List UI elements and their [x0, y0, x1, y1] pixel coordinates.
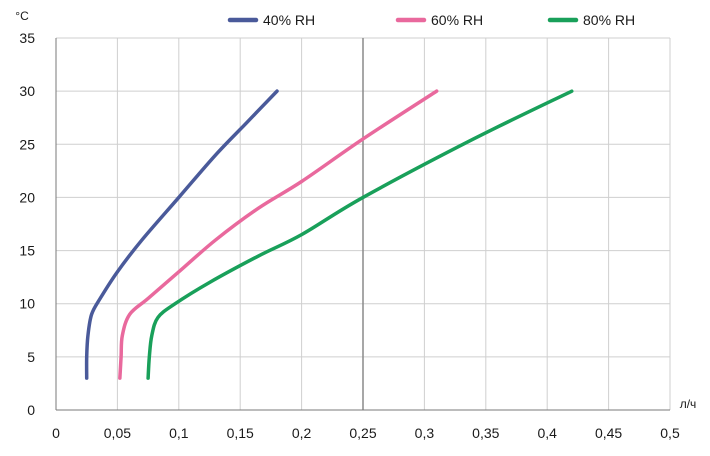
x-tick-label: 0,05	[104, 425, 131, 441]
y-tick-label: 25	[19, 136, 35, 152]
axes	[55, 38, 670, 411]
legend: 40% RH 60% RH 80% RH	[227, 12, 635, 28]
x-tick-labels: 0 0,05 0,1 0,15 0,2 0,25 0,3 0,35 0,4 0,45 0,5	[52, 425, 680, 441]
y-tick-label: 15	[19, 243, 35, 259]
x-tick-label: 0,5	[660, 425, 680, 441]
y-tick-label: 10	[19, 296, 35, 312]
x-tick-label: 0,3	[415, 425, 435, 441]
y-axis-unit: °C	[15, 9, 29, 23]
series-line-3	[146, 89, 574, 380]
x-axis-unit: л/ч	[680, 397, 697, 411]
x-tick-label: 0,35	[472, 425, 499, 441]
y-tick-label: 30	[19, 83, 35, 99]
x-tick-label: 0,2	[292, 425, 312, 441]
y-tick-labels: 0 5 10 15 20 25 30 35	[19, 30, 35, 418]
x-tick-label: 0	[52, 425, 60, 441]
legend-label: 40% RH	[263, 12, 315, 28]
y-tick-label: 35	[19, 30, 35, 46]
x-tick-label: 0,25	[349, 425, 376, 441]
x-tick-label: 0,4	[537, 425, 557, 441]
legend-label: 80% RH	[583, 12, 635, 28]
series-lines	[84, 89, 574, 380]
y-tick-label: 20	[19, 189, 35, 205]
series-line-1	[84, 89, 279, 380]
x-tick-label: 0,15	[227, 425, 254, 441]
series-line-2	[118, 89, 439, 380]
y-tick-label: 5	[27, 349, 35, 365]
x-tick-label: 0,1	[169, 425, 189, 441]
legend-label: 60% RH	[431, 12, 483, 28]
y-tick-label: 0	[27, 402, 35, 418]
grid	[56, 37, 671, 410]
x-tick-label: 0,45	[595, 425, 622, 441]
